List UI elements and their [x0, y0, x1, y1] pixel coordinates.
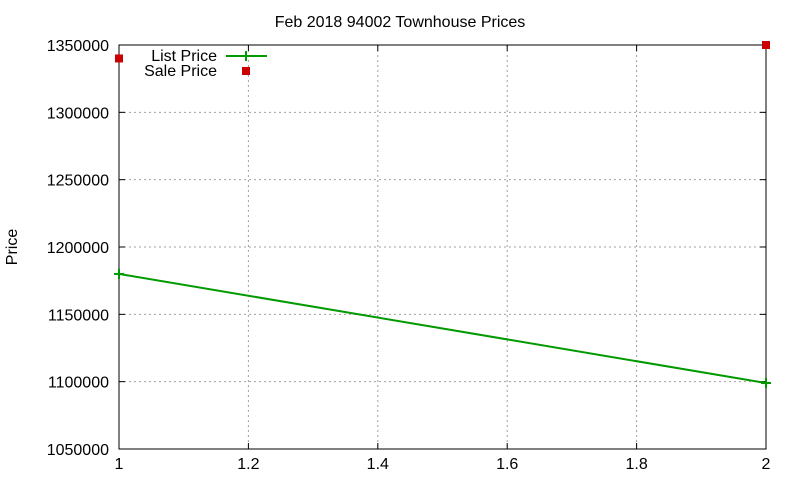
- series-layer: [114, 41, 771, 389]
- y-axis-label: Price: [4, 229, 21, 266]
- x-tick-label: 1.6: [496, 456, 518, 473]
- plot-border: [118, 44, 767, 450]
- legend-marker-sale-price: [242, 67, 250, 75]
- x-axis-ticks: 1 1.2 1.4 1.6 1.8 2: [115, 45, 771, 473]
- legend-label-sale-price: Sale Price: [144, 63, 217, 80]
- y-tick-label: 1250000: [47, 173, 109, 190]
- y-tick-label: 1350000: [47, 38, 109, 55]
- series-line-list-price: [118, 272, 767, 384]
- y-tick-label: 1200000: [47, 240, 109, 257]
- y-tick-label: 1100000: [48, 375, 109, 392]
- grid-lines: [119, 45, 766, 449]
- x-tick-label: 1.2: [237, 456, 259, 473]
- x-tick-label: 1: [115, 456, 124, 473]
- x-tick-label: 1.8: [625, 456, 647, 473]
- data-point-sale-price: [115, 54, 123, 63]
- legend: List Price Sale Price: [144, 48, 267, 80]
- y-tick-label: 1300000: [47, 105, 109, 122]
- x-tick-label: 2: [762, 456, 771, 473]
- data-point-sale-price: [762, 41, 770, 49]
- legend-label-list-price: List Price: [151, 48, 217, 65]
- chart-title: Feb 2018 94002 Townhouse Prices: [275, 14, 526, 31]
- y-tick-label: 1150000: [48, 307, 109, 324]
- y-axis-ticks: 1050000 1100000 1150000 1200000 1250000 13000…: [47, 38, 766, 459]
- y-tick-label: 1050000: [47, 442, 109, 459]
- x-tick-label: 1.4: [367, 456, 389, 473]
